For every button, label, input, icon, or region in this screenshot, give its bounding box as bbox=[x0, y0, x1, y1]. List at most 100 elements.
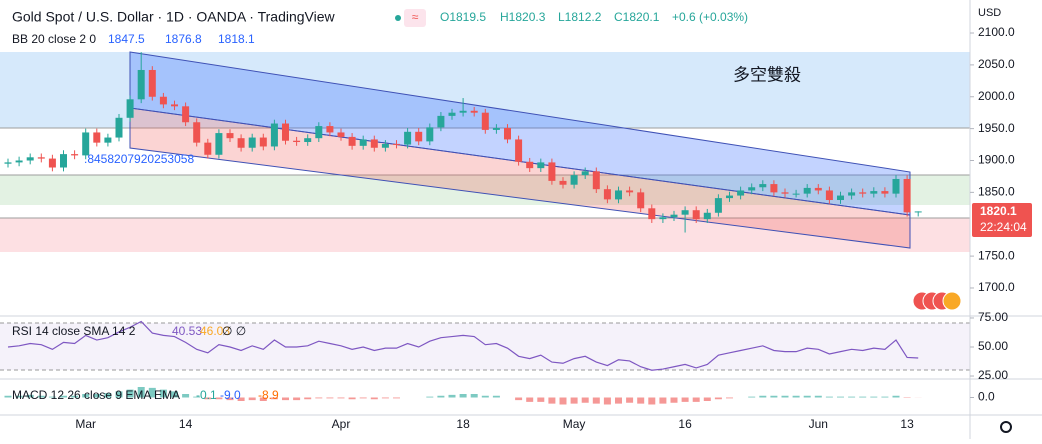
candle-body bbox=[904, 179, 911, 212]
y-tick-label: 1950.0 bbox=[978, 121, 1015, 135]
annotation: .8458207920253058 bbox=[84, 152, 194, 166]
macd-bar bbox=[482, 396, 489, 398]
indicator-value: 1876.8 bbox=[165, 32, 202, 46]
candle-body bbox=[338, 132, 345, 136]
flags bbox=[913, 292, 961, 310]
candle-body bbox=[160, 97, 167, 105]
macd-bar bbox=[526, 398, 533, 402]
candle-body bbox=[104, 138, 111, 143]
macd-bar bbox=[460, 394, 467, 398]
candle-body bbox=[682, 210, 689, 214]
macd-bar bbox=[859, 397, 866, 398]
macd-bar bbox=[493, 396, 500, 398]
indicator-value: 1847.5 bbox=[108, 32, 145, 46]
candle-body bbox=[182, 106, 189, 122]
y-tick-label: 2050.0 bbox=[978, 57, 1015, 71]
rsi-band bbox=[0, 323, 970, 370]
macd-bar bbox=[693, 398, 700, 402]
rsi-value: 40.53 bbox=[172, 324, 202, 338]
candle-body bbox=[238, 138, 245, 148]
y-tick-label: 0.0 bbox=[978, 390, 995, 404]
y-tick-label: 25.00 bbox=[978, 368, 1008, 382]
candle-body bbox=[371, 139, 378, 147]
candle-body bbox=[548, 162, 555, 180]
candle-body bbox=[171, 104, 178, 106]
candle-body bbox=[326, 126, 333, 132]
rsi-extra: ∅ ∅ bbox=[222, 324, 246, 338]
candle-body bbox=[60, 154, 67, 167]
candle-body bbox=[571, 175, 578, 185]
chart-title: Gold Spot / U.S. Dollar · 1D · OANDA · T… bbox=[12, 9, 336, 25]
macd-bar bbox=[426, 397, 433, 398]
ohlc-open: O1819.5 bbox=[440, 10, 486, 24]
macd-bar bbox=[304, 398, 311, 400]
candle-body bbox=[304, 138, 311, 142]
macd-bar bbox=[704, 398, 711, 402]
badge-icon: ≈ bbox=[412, 10, 419, 24]
macd-bar bbox=[659, 398, 666, 404]
y-tick-label: 1750.0 bbox=[978, 248, 1015, 262]
candle-body bbox=[515, 139, 522, 161]
macd-title: MACD 12 26 close 9 EMA EMA bbox=[12, 388, 180, 402]
candle-body bbox=[482, 113, 489, 130]
macd-bar bbox=[5, 396, 12, 398]
candle-body bbox=[881, 191, 888, 194]
candle-body bbox=[27, 157, 34, 160]
candle-body bbox=[782, 192, 789, 193]
candle-body bbox=[759, 184, 766, 187]
candle-body bbox=[49, 159, 56, 168]
candle-body bbox=[426, 127, 433, 141]
y-tick-label: 1700.0 bbox=[978, 280, 1015, 294]
candle-body bbox=[227, 133, 234, 138]
x-tick-label: 14 bbox=[179, 417, 193, 431]
macd-bar bbox=[582, 398, 589, 403]
candle-body bbox=[715, 198, 722, 213]
macd-bar bbox=[893, 396, 900, 398]
candle-body bbox=[848, 192, 855, 195]
candle-body bbox=[16, 160, 23, 162]
ohlc-low: L1812.2 bbox=[558, 10, 602, 24]
last-price: 1820.1 bbox=[980, 204, 1017, 218]
macd-value: -9.0 bbox=[220, 388, 241, 402]
candle-body bbox=[149, 70, 156, 97]
candle-body bbox=[382, 144, 389, 148]
candle-body bbox=[704, 213, 711, 219]
countdown: 22:24:04 bbox=[980, 220, 1027, 234]
candle-body bbox=[615, 190, 622, 199]
candle-body bbox=[282, 124, 289, 141]
candle-body bbox=[748, 187, 755, 190]
macd-bar bbox=[815, 396, 822, 398]
candle-body bbox=[870, 191, 877, 194]
candle-body bbox=[349, 137, 356, 146]
macd-bar bbox=[293, 398, 300, 401]
candle-body bbox=[837, 196, 844, 200]
x-tick-label: May bbox=[563, 417, 586, 431]
annotation: 多空雙殺 bbox=[733, 65, 801, 84]
candle-body bbox=[726, 196, 733, 199]
candle-body bbox=[127, 99, 134, 117]
macd-bar bbox=[571, 398, 578, 404]
candle-body bbox=[437, 116, 444, 127]
x-tick-label: 16 bbox=[678, 417, 692, 431]
ohlc-close: C1820.1 bbox=[614, 10, 660, 24]
macd-bar bbox=[715, 398, 722, 400]
macd-bar bbox=[548, 398, 555, 404]
candle-body bbox=[593, 171, 600, 189]
candle-body bbox=[293, 141, 300, 142]
macd-bar bbox=[515, 398, 522, 401]
settings-icon[interactable] bbox=[1001, 422, 1011, 432]
macd-bar bbox=[837, 397, 844, 398]
macd-bar bbox=[604, 398, 611, 405]
x-tick-label: Jun bbox=[809, 417, 828, 431]
macd-bar bbox=[615, 398, 622, 404]
macd-bar bbox=[326, 398, 333, 399]
candle-body bbox=[915, 211, 922, 212]
macd-value: -0.1 bbox=[196, 388, 217, 402]
macd-bar bbox=[770, 396, 777, 398]
macd-bar bbox=[182, 394, 189, 398]
macd-bar bbox=[382, 398, 389, 399]
currency: USD bbox=[978, 7, 1001, 19]
candle-body bbox=[260, 138, 267, 147]
macd-bar bbox=[682, 398, 689, 402]
